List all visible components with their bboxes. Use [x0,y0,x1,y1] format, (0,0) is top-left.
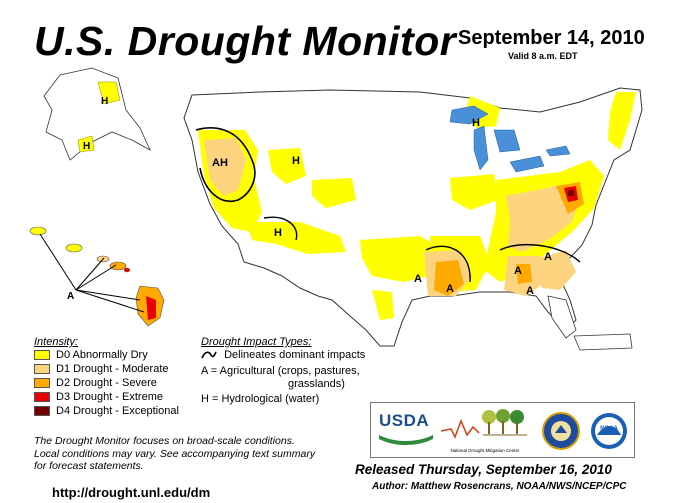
note-line-3: for forecast statements. [34,460,144,472]
se-a-label-1: A [514,265,522,277]
commerce-seal-icon [542,412,580,450]
legend-item-d2: D2 Drought - Severe [34,377,157,389]
ndmc-label: National Drought Mitigation Center [450,448,520,453]
noaa-logo-icon: NOAA [591,413,627,449]
impact-delineates-text: Delineates dominant impacts [224,349,366,361]
legend-label-d0: D0 Abnormally Dry [56,349,148,361]
logo-bar: USDA National Drought Mitigation Center … [370,402,635,458]
map-date: September 14, 2010 [458,27,645,49]
usda-logo: USDA [379,411,433,445]
impact-delineates: Delineates dominant impacts [201,349,365,361]
impact-agricultural-cont: grasslands) [288,378,345,390]
impact-heading: Drought Impact Types: [201,336,312,348]
sc-a-label-1: A [414,273,422,285]
legend-item-d1: D1 Drought - Moderate [34,363,169,375]
usda-logo-text: USDA [379,411,430,430]
mt-h-label: H [292,155,300,167]
release-date: Released Thursday, September 16, 2010 [355,462,612,477]
impact-line-icon [201,351,217,359]
note-line-1: The Drought Monitor focuses on broad-sca… [34,435,295,447]
impact-hydrological: H = Hydrological (water) [201,393,320,405]
legend-label-d4: D4 Drought - Exceptional [56,405,179,417]
nw-ah-label: AH [212,157,228,169]
se-a-label-3: A [526,285,534,297]
alaska: H H [43,67,151,161]
ak-h-label-2: H [83,141,90,152]
drought-map: H H A [29,67,643,351]
legend-label-d1: D1 Drought - Moderate [56,363,169,375]
legend-swatch-d1 [34,364,50,374]
legend-swatch-d2 [34,378,50,388]
legend-heading: Intensity: [34,336,79,348]
impact-agricultural: A = Agricultural (crops, pastures, [201,365,360,377]
hawaii: A [29,226,165,327]
ak-h-label-1: H [101,96,108,107]
legend-item-d0: D0 Abnormally Dry [34,349,148,361]
disclaimer-note: The Drought Monitor focuses on broad-sca… [34,435,354,473]
legend-label-d2: D2 Drought - Severe [56,377,157,389]
author-credit: Author: Matthew Rosencrans, NOAA/NWS/NCE… [372,481,627,492]
valid-time: Valid 8 a.m. EDT [508,51,578,61]
note-line-2: Local conditions may vary. See accompany… [34,447,316,460]
legend-swatch-d3 [34,392,50,402]
legend-label-d3: D3 Drought - Extreme [56,391,163,403]
legend-swatch-d4 [34,406,50,416]
nv-h-label: H [274,227,282,239]
ndmc-logo: National Drought Mitigation Center [439,407,531,453]
map-title: U.S. Drought Monitor [34,18,457,64]
hi-a-label: A [67,291,74,302]
noaa-logo-text: NOAA [600,426,618,432]
ndmc-trees-icon [440,409,527,439]
legend-item-d3: D3 Drought - Extreme [34,391,163,403]
sc-a-label-2: A [446,283,454,295]
usda-swoosh-icon [379,435,433,445]
mi-h-label: H [472,117,480,129]
se-a-label-2: A [544,251,552,263]
legend-swatch-d0 [34,350,50,360]
website-url[interactable]: http://drought.unl.edu/dm [52,485,211,500]
conus: AH H H H A A A A A [183,87,643,351]
legend-item-d4: D4 Drought - Exceptional [34,405,179,417]
